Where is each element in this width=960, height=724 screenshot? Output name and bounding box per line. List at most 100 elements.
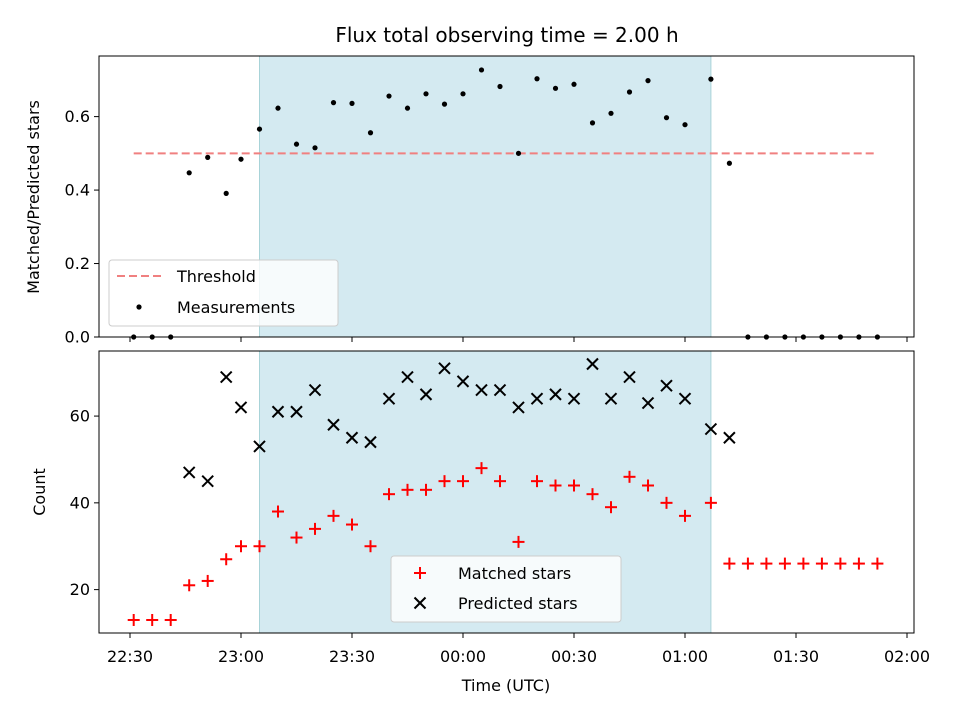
matched-point	[623, 470, 636, 483]
predicted-point	[419, 388, 433, 401]
predicted-point	[493, 383, 507, 397]
predicted-point	[704, 422, 718, 436]
measurement-point	[460, 91, 466, 97]
matched-point	[364, 540, 377, 553]
predicted-point	[219, 370, 233, 384]
x-tick-label: 23:30	[329, 647, 375, 666]
measurement-point	[441, 101, 448, 107]
x-tick-label: 01:00	[662, 647, 708, 666]
legend-predicted-label: Predicted stars	[458, 594, 578, 613]
predicted-point	[364, 435, 377, 449]
measurement-point	[726, 160, 733, 166]
predicted-point	[475, 383, 488, 397]
top-panel: 0.0 0.2 0.4 0.6 Flux total observing time =…	[24, 23, 915, 347]
matched-point	[457, 475, 469, 488]
top-legend-box	[108, 259, 339, 327]
predicted-point	[271, 405, 285, 418]
matched-point	[512, 535, 525, 548]
matched-point	[679, 509, 691, 522]
bottom-y-axis-label: Count	[30, 468, 49, 516]
measurement-point	[386, 93, 392, 99]
measurement-point	[515, 150, 522, 156]
predicted-point	[290, 405, 303, 418]
measurement-point	[312, 145, 318, 151]
matched-point	[871, 557, 884, 570]
matched-point	[309, 522, 321, 535]
x-axis-label: Time (UTC)	[461, 676, 550, 695]
matched-point	[660, 496, 673, 509]
predicted-point	[308, 383, 322, 397]
matched-point	[220, 553, 233, 566]
bottom-y-tick-label: 40	[70, 493, 90, 512]
measurement-point	[663, 115, 670, 121]
matched-point	[327, 509, 340, 522]
measurement-point	[645, 78, 651, 84]
matched-point	[290, 531, 303, 544]
matched-point	[852, 557, 865, 570]
measurement-point	[205, 154, 211, 160]
predicted-point	[604, 392, 618, 405]
predicted-point	[253, 440, 266, 453]
measurement-point	[330, 100, 337, 106]
predicted-point	[723, 431, 736, 444]
matched-point	[146, 613, 159, 626]
matched-point	[164, 613, 177, 626]
matched-point	[201, 574, 214, 587]
predicted-point	[382, 392, 396, 405]
matched-point	[183, 579, 196, 592]
top-y-ticks: 0.0 0.2 0.4 0.6	[65, 107, 99, 347]
predicted-point	[678, 392, 692, 405]
predicted-point	[234, 401, 248, 414]
x-tick-label: 23:00	[218, 647, 264, 666]
matched-point	[605, 501, 617, 514]
top-y-axis-label: Matched/Predicted stars	[24, 100, 43, 294]
matched-point	[475, 462, 488, 475]
predicted-point	[438, 362, 451, 375]
matched-point	[127, 613, 140, 626]
legend-matched-swatch	[414, 567, 426, 579]
measurement-point	[349, 100, 355, 106]
legend-measurements-swatch	[136, 304, 142, 310]
predicted-point	[201, 474, 214, 488]
top-x-ticks	[129, 337, 908, 342]
matched-point	[253, 540, 266, 553]
matched-point	[401, 483, 414, 496]
bottom-panel: 20 40 60 22:30 23:00 23:30 00:00 00:30 01:00 01:…	[30, 350, 930, 695]
predicted-point	[327, 418, 340, 431]
bottom-y-tick-label: 20	[70, 580, 90, 599]
matched-point	[704, 496, 717, 509]
matched-point	[760, 557, 773, 570]
matched-point	[438, 475, 451, 488]
matched-point	[494, 475, 506, 488]
measurement-point	[367, 130, 374, 136]
matched-point	[741, 557, 754, 570]
x-tick-label: 00:00	[440, 647, 486, 666]
matched-point	[778, 557, 791, 570]
predicted-point	[456, 375, 470, 388]
legend-matched-label: Matched stars	[458, 564, 571, 583]
measurement-point	[478, 67, 485, 73]
legend-measurements-label: Measurements	[177, 298, 295, 317]
matched-point	[549, 479, 562, 492]
measurement-point	[534, 76, 540, 82]
x-tick-label: 02:00	[884, 647, 930, 666]
matched-point	[420, 483, 432, 496]
matched-point	[383, 488, 395, 501]
matched-point	[531, 475, 543, 488]
predicted-point	[182, 466, 196, 479]
bottom-axes-frame	[98, 350, 915, 634]
predicted-point	[660, 379, 673, 392]
measurement-point	[186, 170, 192, 176]
measurement-point	[608, 110, 614, 116]
measurement-point	[404, 105, 411, 111]
top-axes-frame	[98, 55, 915, 338]
chart-title: Flux total observing time = 2.00 h	[335, 23, 678, 47]
measurement-point	[275, 105, 281, 111]
matched-point	[642, 479, 654, 492]
bottom-x-ticks: 22:30 23:00 23:30 00:00 00:30 01:00 01:30 02:00	[107, 633, 930, 666]
measurement-point	[682, 122, 688, 128]
predicted-point	[530, 392, 544, 405]
matched-point	[346, 518, 358, 531]
measurement-point	[552, 85, 559, 91]
matched-point	[272, 505, 284, 518]
